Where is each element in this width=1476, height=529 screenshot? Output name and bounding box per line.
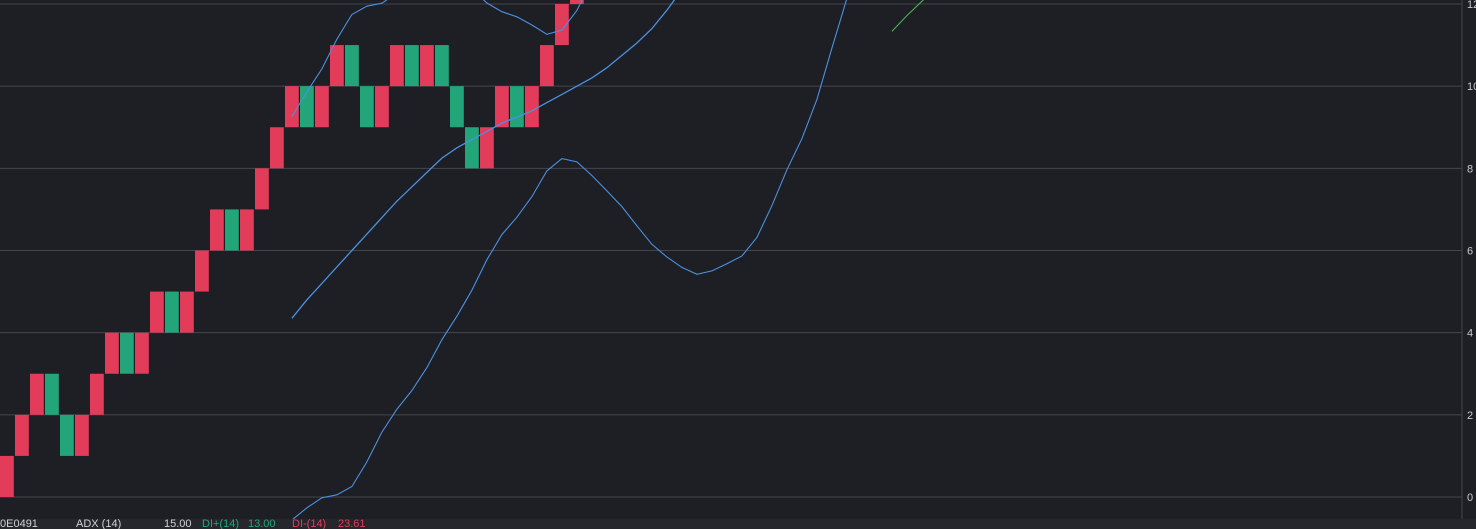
brick-up <box>150 291 164 333</box>
brick-up <box>105 332 119 374</box>
status-ticker: 0E0491 <box>0 519 38 529</box>
brick-down <box>60 414 74 456</box>
brick-up <box>330 45 344 87</box>
brick-up <box>555 4 569 46</box>
brick-down <box>465 127 479 169</box>
brick-up <box>495 86 509 128</box>
brick-down <box>450 86 464 128</box>
y-tick-label: 2 <box>1467 410 1473 422</box>
brick-up <box>315 86 329 128</box>
brick-down <box>360 86 374 128</box>
brick-up <box>285 86 299 128</box>
y-tick-label: 4 <box>1467 328 1473 340</box>
brick-up <box>240 209 254 251</box>
status-bar: 0E0491 ADX (14) 15.00 DI+(14) 13.00 DI-(… <box>0 519 1476 529</box>
brick-down <box>435 45 449 87</box>
brick-up <box>525 86 539 128</box>
status-value-4: 23.61 <box>338 519 366 529</box>
brick-up <box>75 414 89 456</box>
band-lower <box>292 0 847 519</box>
brick-down <box>120 332 134 374</box>
status-value-1: DI+(14) <box>202 519 239 529</box>
status-value-0: 15.00 <box>164 519 192 529</box>
y-tick-label: 8 <box>1467 163 1473 175</box>
ma-line-blue <box>291 0 676 319</box>
brick-down <box>510 86 524 128</box>
brick-down <box>45 373 59 415</box>
brick-up <box>270 127 284 169</box>
grid-lines <box>0 0 1463 519</box>
brick-up <box>570 0 584 4</box>
brick-down <box>345 45 359 87</box>
brick-up <box>135 332 149 374</box>
y-tick-label: 12 <box>1467 0 1476 11</box>
y-tick-label: 0 <box>1467 492 1473 504</box>
brick-up <box>210 209 224 251</box>
ma-line-green <box>891 0 925 32</box>
brick-up <box>195 250 209 292</box>
brick-down <box>405 45 419 87</box>
status-value-3: DI-(14) <box>292 519 327 529</box>
brick-up <box>390 45 404 87</box>
brick-down <box>225 209 239 251</box>
indicator-lines <box>291 0 925 519</box>
y-axis: 0 2 4 6 8 10 12 <box>1467 0 1476 504</box>
y-tick-label: 6 <box>1467 246 1473 258</box>
brick-up <box>30 373 44 415</box>
brick-up <box>180 291 194 333</box>
brick-up <box>375 86 389 128</box>
bricks <box>0 0 584 497</box>
brick-up <box>90 373 104 415</box>
brick-up <box>420 45 434 87</box>
band-upper <box>291 0 583 117</box>
brick-up <box>255 168 269 210</box>
brick-down <box>165 291 179 333</box>
brick-up <box>0 455 14 497</box>
brick-up <box>540 45 554 87</box>
brick-down <box>300 86 314 128</box>
y-tick-label: 10 <box>1467 81 1476 93</box>
brick-up <box>15 414 29 456</box>
status-indicator: ADX (14) <box>76 519 122 529</box>
status-value-2: 13.00 <box>248 519 276 529</box>
brick-up <box>480 127 494 169</box>
